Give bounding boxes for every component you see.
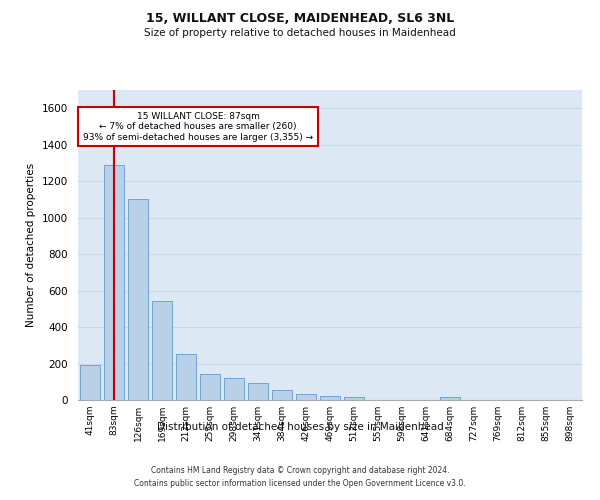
- Bar: [152, 300, 172, 400]
- Bar: [200, 374, 220, 400]
- Text: Contains HM Land Registry data © Crown copyright and database right 2024.
Contai: Contains HM Land Registry data © Crown c…: [134, 466, 466, 487]
- Bar: [272, 390, 292, 400]
- Text: Size of property relative to detached houses in Maidenhead: Size of property relative to detached ho…: [144, 28, 456, 38]
- Bar: [344, 396, 364, 400]
- Text: Distribution of detached houses by size in Maidenhead: Distribution of detached houses by size …: [157, 422, 443, 432]
- Bar: [440, 398, 460, 400]
- Text: 15, WILLANT CLOSE, MAIDENHEAD, SL6 3NL: 15, WILLANT CLOSE, MAIDENHEAD, SL6 3NL: [146, 12, 454, 26]
- Bar: [224, 378, 244, 400]
- Bar: [80, 366, 100, 400]
- Text: 15 WILLANT CLOSE: 87sqm
← 7% of detached houses are smaller (260)
93% of semi-de: 15 WILLANT CLOSE: 87sqm ← 7% of detached…: [83, 112, 313, 142]
- Y-axis label: Number of detached properties: Number of detached properties: [26, 163, 37, 327]
- Bar: [296, 394, 316, 400]
- Bar: [248, 382, 268, 400]
- Bar: [320, 396, 340, 400]
- Bar: [104, 165, 124, 400]
- Bar: [128, 200, 148, 400]
- Bar: [176, 354, 196, 400]
